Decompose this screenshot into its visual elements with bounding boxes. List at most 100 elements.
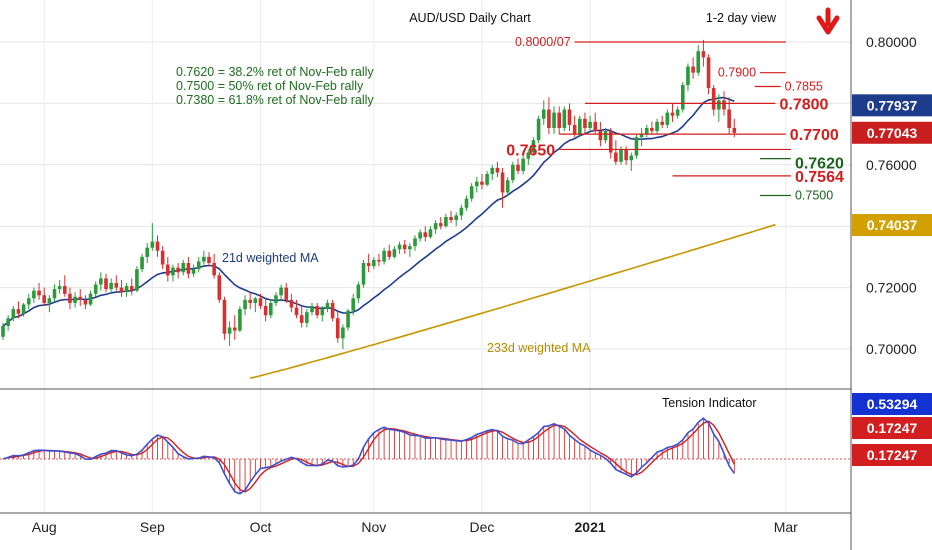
candle-body [552, 112, 556, 128]
price-badge-text: 0.77043 [867, 125, 918, 141]
ma21-label: 21d weighted MA [222, 251, 319, 265]
candle-body [274, 295, 278, 303]
candle-body [418, 232, 422, 239]
candle-body [402, 244, 407, 250]
candle-body [346, 310, 350, 328]
candle-body [588, 121, 592, 128]
candle-body [181, 263, 186, 273]
candles [1, 39, 737, 349]
candle-body [21, 304, 26, 314]
candle-body [232, 327, 237, 331]
candle-body [104, 278, 108, 290]
candle-body [603, 131, 608, 141]
candle-body [135, 269, 139, 291]
candle-body [433, 223, 438, 230]
candle-body [129, 286, 134, 291]
candle-body [670, 112, 675, 116]
view-label: 1-2 day view [706, 11, 777, 25]
candle-body [464, 198, 469, 208]
x-tick-label: 2021 [575, 519, 606, 535]
candle-body [547, 109, 551, 128]
tension-indicator: 0.53294 0.17247 0.17247 [0, 393, 932, 495]
candle-body [423, 232, 428, 237]
candle-body [202, 256, 206, 262]
candle-body [665, 112, 670, 125]
candle-body [269, 302, 273, 316]
candle-body [57, 286, 62, 290]
candle-body [191, 269, 196, 274]
candle-body [248, 299, 252, 303]
candle-body [578, 118, 582, 135]
candle-body [536, 118, 541, 141]
indicator-badge [852, 444, 932, 466]
candle-body [42, 295, 46, 303]
indicator-badge [852, 393, 932, 415]
candle-body [598, 131, 603, 141]
candle-body [222, 299, 227, 334]
candle-body [160, 250, 165, 265]
level-label: 0.7800 [780, 96, 829, 113]
note-0738: 0.7380 = 61.8% ret of Nov-Feb rally [176, 93, 374, 107]
candle-body [387, 250, 392, 257]
candle-body [263, 306, 268, 316]
candle-body [562, 109, 567, 128]
candle-body [88, 293, 93, 305]
candle-body [166, 264, 170, 276]
candle-body [413, 238, 417, 247]
osc-line [2, 417, 735, 495]
candle-body [341, 327, 345, 339]
candle-body [650, 127, 654, 132]
candle-body [68, 293, 72, 303]
candle-body [397, 244, 402, 250]
candle-body [531, 140, 536, 153]
candle-body [511, 164, 515, 181]
note-0750: 0.7500 = 50% ret of Nov-Feb rally [176, 79, 364, 93]
candle-body [217, 275, 222, 300]
candle-body [557, 112, 561, 128]
y-tick-label: 0.70000 [866, 341, 917, 357]
level-label: 0.7620 [795, 156, 844, 173]
candle-body [186, 263, 191, 274]
candle-body [454, 215, 458, 221]
candle-body [63, 286, 67, 294]
candle-body [361, 263, 366, 285]
price-badges: 0.77937 0.77043 0.74037 [852, 94, 932, 237]
candle-body [124, 286, 129, 293]
candle-body [691, 66, 695, 73]
candle-body [686, 66, 690, 85]
candle-body [444, 216, 448, 227]
candle-body [480, 181, 484, 185]
y-tick-label: 0.76000 [866, 157, 917, 173]
candle-body [722, 100, 726, 110]
candle-body [634, 137, 639, 156]
candle-body [299, 315, 304, 323]
candle-body [78, 296, 83, 300]
indicator-badge-text: 0.53294 [867, 396, 918, 412]
candle-body [227, 327, 232, 334]
candle-body [706, 57, 711, 89]
level-label: 0.7855 [785, 80, 823, 94]
candle-body [366, 263, 371, 267]
candle-body [6, 318, 10, 326]
candle-body [701, 51, 706, 58]
candle-body [320, 309, 325, 316]
candle-body [696, 51, 701, 73]
indicator-badge-text: 0.17247 [867, 447, 918, 463]
x-tick-label: Nov [361, 519, 386, 535]
ma233-path [250, 223, 776, 379]
level-label: 0.7700 [790, 127, 839, 144]
candle-body [593, 121, 598, 132]
candle-body [238, 309, 242, 331]
candle-body [32, 290, 36, 299]
osc-signal-line [2, 420, 735, 493]
x-tick-label: Aug [32, 519, 57, 535]
candle-body [449, 216, 453, 221]
ma233-label: 233d weighted MA [487, 341, 591, 355]
candle-body [572, 124, 577, 135]
candle-body [608, 131, 613, 153]
candle-body [356, 284, 361, 299]
candle-body [732, 127, 737, 133]
level-label: 0.7500 [795, 189, 833, 203]
candle-body [289, 299, 294, 308]
